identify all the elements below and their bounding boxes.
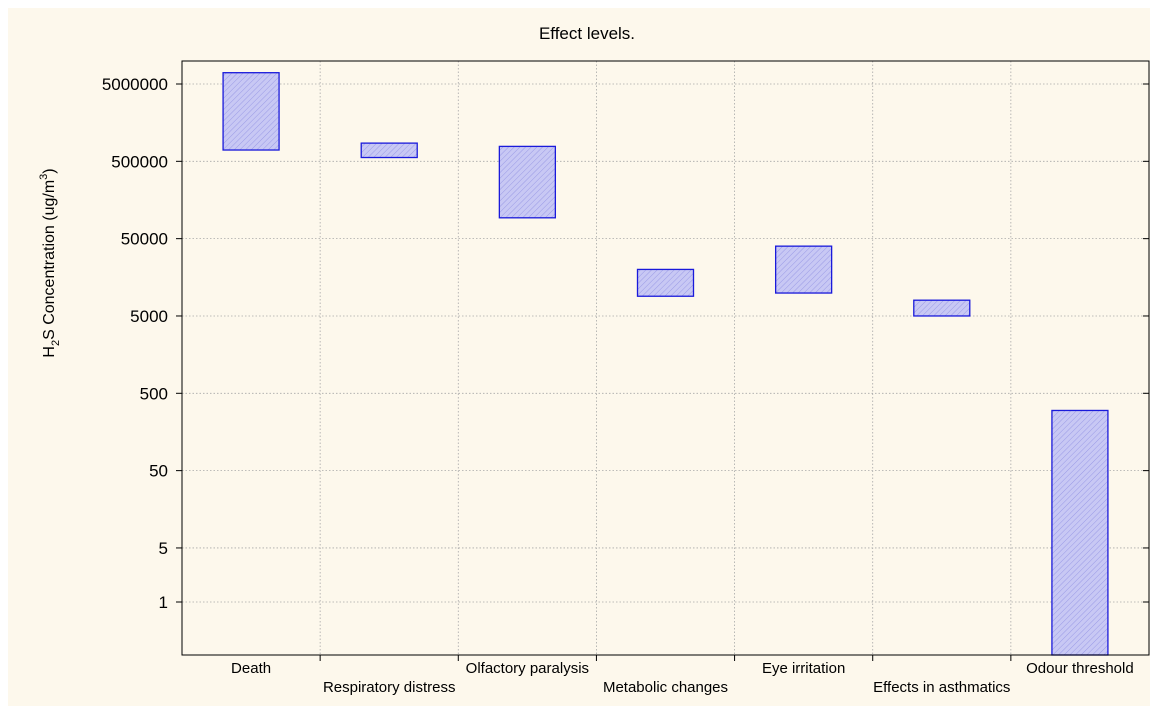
plot-frame [181, 60, 1150, 656]
bar-5 [913, 299, 971, 317]
y-tick-label: 1 [159, 593, 168, 612]
y-tick-label: 5000000 [102, 75, 168, 94]
y-tick-label: 5000 [130, 307, 168, 326]
chart-title: Effect levels. [539, 24, 635, 43]
x-tick-label: Respiratory distress [323, 679, 456, 696]
y-tick-label: 5 [159, 539, 168, 558]
y-tick-label: 50000 [121, 230, 168, 249]
bar-1 [360, 142, 418, 159]
y-axis-label: H2S Concentration (ug/m3) [38, 168, 62, 357]
bar-2 [498, 145, 557, 219]
y-tick-label: 500000 [111, 152, 168, 171]
x-tick-label: Eye irritation [762, 660, 845, 677]
ticks-layer [176, 83, 1149, 661]
x-tick-label: Effects in asthmatics [873, 679, 1010, 696]
y-tick-labels: 5000000 500000 50000 5000 500 50 5 1 [102, 75, 168, 612]
chart-panel: Effect levels. 5000000 500000 50000 5000 500… [8, 8, 1150, 706]
x-tick-labels: Death Respiratory distress Olfactory paral… [231, 660, 1134, 696]
chart-svg: Effect levels. 5000000500000500005000500… [38, 24, 1150, 696]
x-tick-label: Olfactory paralysis [466, 660, 589, 677]
x-tick-label: Metabolic changes [603, 679, 728, 696]
y-tick-label: 500 [140, 384, 168, 403]
y-tick-label: 50 [149, 462, 168, 481]
grid-lines [182, 61, 1149, 655]
bar-6 [1051, 409, 1109, 656]
x-tick-label: Odour threshold [1026, 660, 1134, 677]
bar-3 [636, 268, 695, 297]
bar-0 [222, 72, 280, 151]
x-tick-label: Death [231, 660, 271, 677]
bar-4 [774, 245, 833, 294]
bars-layer [222, 72, 1109, 656]
